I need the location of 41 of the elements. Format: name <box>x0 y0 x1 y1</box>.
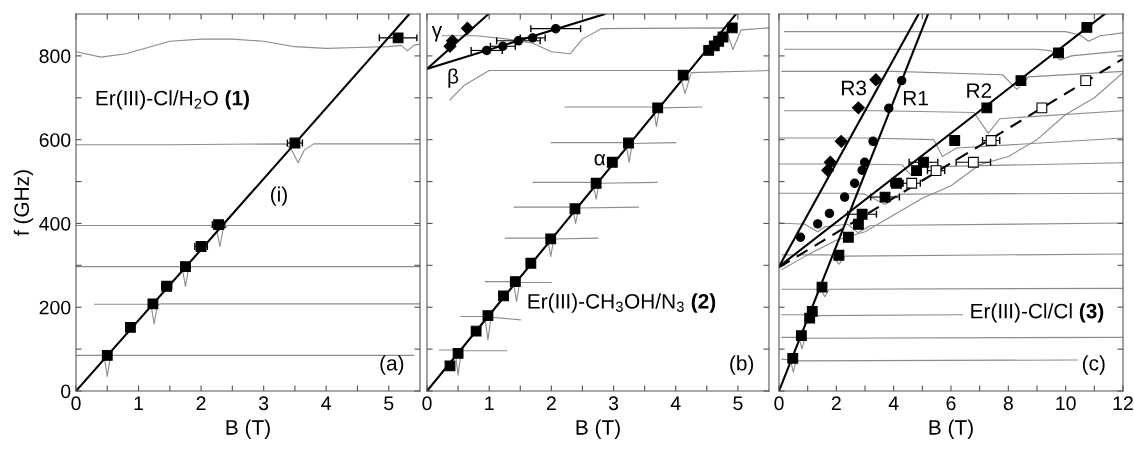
annotation: β <box>448 68 459 88</box>
annotation: γ <box>431 26 443 42</box>
annotation: (b) <box>730 355 754 375</box>
x-tick-label: 0 <box>422 396 432 411</box>
annotation: (a) <box>380 355 404 375</box>
x-tick-label: 10 <box>1056 396 1076 411</box>
y-axis-title: f (GHz) <box>13 170 34 236</box>
x-tick-label: 4 <box>888 396 899 410</box>
x-tick-label: 12 <box>1113 396 1133 410</box>
x-tick-label: 5 <box>384 396 394 411</box>
annotation: Er(III)-Cl/Cl (3) <box>971 303 1104 323</box>
x-tick-label: 3 <box>608 396 619 411</box>
x-tick-label: 0 <box>774 396 784 411</box>
x-tick-label: 2 <box>546 396 556 410</box>
x-axis-title: B (T) <box>576 419 620 439</box>
x-tick-label: 4 <box>670 396 681 410</box>
annotation: R3 <box>842 80 867 96</box>
x-tick-label: 4 <box>321 396 332 410</box>
y-tick-label: 600 <box>39 133 71 147</box>
annotation: R1 <box>903 91 928 106</box>
x-tick-label: 1 <box>485 396 494 410</box>
annotation: Er(III)-CH$_{3}$OH/N$_{3}$ (2) <box>528 293 716 313</box>
y-tick-label: 0 <box>61 384 71 399</box>
x-tick-label: 1 <box>134 396 143 410</box>
x-axis-title: B (T) <box>226 419 270 439</box>
x-axis-title: B (T) <box>929 419 973 439</box>
x-tick-label: 8 <box>1003 396 1013 411</box>
annotation: (c) <box>1082 355 1105 375</box>
x-tick-label: 2 <box>831 396 841 410</box>
x-tick-label: 3 <box>258 396 269 411</box>
y-tick-label: 800 <box>39 49 71 64</box>
annotation: (i) <box>271 186 287 206</box>
annotation: α <box>594 154 606 166</box>
x-tick-label: 0 <box>71 396 81 411</box>
x-tick-label: 2 <box>196 396 206 410</box>
x-tick-label: 6 <box>946 396 956 411</box>
y-tick-label: 400 <box>39 216 71 231</box>
x-tick-label: 5 <box>733 396 743 411</box>
y-tick-label: 200 <box>39 300 71 315</box>
annotation: Er(III)-Cl/H$_{2}$O (1) <box>96 90 249 110</box>
annotation: R2 <box>967 83 992 98</box>
